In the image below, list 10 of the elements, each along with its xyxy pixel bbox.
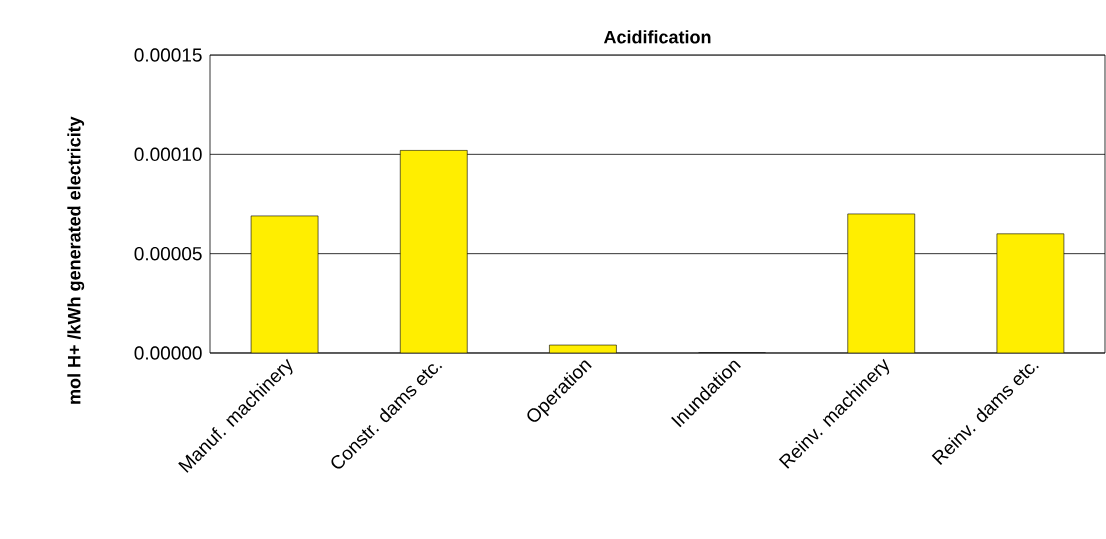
chart-title: Acidification xyxy=(603,30,711,44)
y-tick-label: 0.00005 xyxy=(134,246,202,261)
bar xyxy=(399,150,468,353)
bar xyxy=(996,233,1065,353)
y-tick-label: 0.00010 xyxy=(134,147,202,162)
bar xyxy=(847,213,916,353)
y-tick-label: 0.00000 xyxy=(134,346,202,360)
bar xyxy=(250,215,319,353)
y-axis-title: mol H+ /kWh generated electricity xyxy=(67,116,85,404)
y-tick-label: 0.00015 xyxy=(134,48,202,62)
